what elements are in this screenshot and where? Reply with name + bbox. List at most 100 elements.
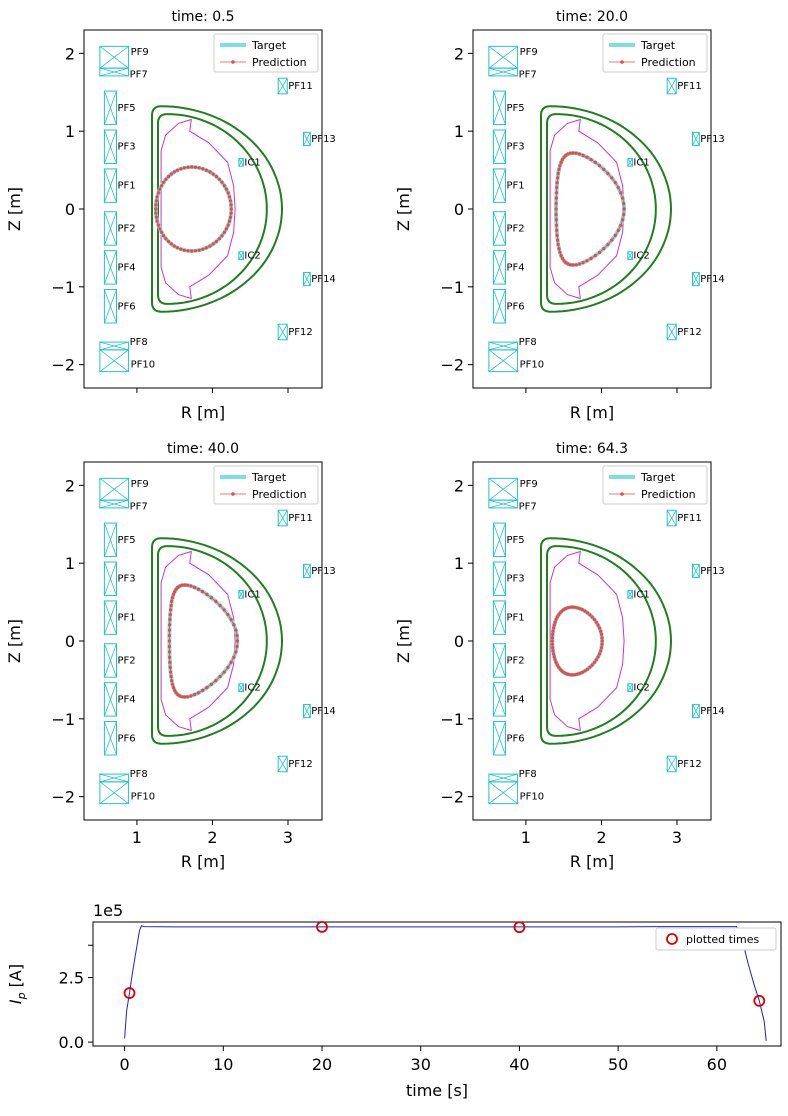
prediction-point: [585, 667, 590, 671]
coil-label: PF11: [677, 81, 702, 92]
prediction-point: [167, 639, 171, 643]
legend-label-prediction: Prediction: [252, 56, 307, 69]
prediction-point: [621, 218, 625, 222]
coil-label: PF1: [506, 613, 524, 624]
prediction-point: [580, 670, 585, 674]
prediction-point: [169, 674, 173, 679]
coil-box: [492, 721, 506, 756]
prediction-point: [166, 174, 171, 179]
coil-label: PF5: [117, 535, 135, 546]
coil-cross: [99, 46, 129, 69]
coil-label: PF12: [677, 327, 702, 338]
prediction-point: [594, 658, 598, 662]
coil-box: [627, 157, 633, 167]
prediction-point: [578, 671, 582, 676]
prediction-point: [555, 233, 559, 237]
coil-label: IC2: [633, 683, 649, 694]
coil-pf14: PF14: [302, 271, 336, 287]
coil-cross: [493, 600, 506, 635]
prediction-point: [154, 215, 158, 219]
coil-pf10: PF10: [488, 349, 544, 373]
prediction-point: [570, 673, 574, 677]
prediction-point: [554, 196, 558, 200]
coil-label: PF3: [117, 574, 135, 585]
coil-ic2: IC2: [238, 683, 261, 694]
prediction-point: [235, 639, 239, 643]
prediction-point: [599, 632, 604, 637]
coil-pf6: PF6: [103, 289, 136, 324]
prediction-point: [619, 191, 623, 195]
coil-box: [238, 683, 244, 693]
prediction-point: [214, 239, 218, 244]
coil-cross: [493, 289, 506, 324]
coil-pf8: PF8: [99, 769, 148, 783]
coil-box: [277, 77, 288, 95]
prediction-point: [222, 670, 226, 674]
y-axis-label: Z [m]: [394, 187, 413, 231]
prediction-point: [554, 218, 558, 222]
prediction-point: [226, 191, 230, 195]
prediction-point: [597, 652, 602, 656]
coil-box: [488, 477, 519, 501]
vessel-wall-outer: [151, 105, 284, 313]
prediction-point: [589, 158, 593, 162]
prediction-point: [590, 615, 594, 619]
coil-label: PF4: [117, 694, 135, 705]
coil-label: PF11: [677, 513, 702, 524]
coil-pf13: PF13: [302, 563, 336, 579]
coil-cross: [238, 590, 244, 599]
prediction-point: [222, 230, 226, 234]
prediction-point: [568, 673, 572, 677]
prediction-point: [172, 244, 176, 248]
coil-pf3: PF3: [492, 129, 525, 164]
coil-label: PF5: [506, 103, 524, 114]
prediction-point: [606, 171, 610, 176]
prediction-point: [211, 172, 215, 176]
prediction-point: [622, 207, 626, 211]
prediction-point: [168, 613, 172, 617]
coil-label: IC2: [633, 251, 649, 262]
coil-label: PF6: [506, 733, 524, 744]
prediction-point: [173, 688, 177, 693]
y-axis-label: Z [m]: [5, 187, 24, 231]
coil-pf10: PF10: [488, 781, 544, 805]
prediction-point: [596, 623, 600, 627]
y-tick-label: −2: [51, 788, 75, 807]
prediction-point: [575, 672, 579, 676]
y-axis-label: Z [m]: [394, 619, 413, 663]
vessel-wall-inner: [546, 113, 657, 305]
prediction-point: [583, 669, 587, 673]
prediction-point: [154, 199, 158, 203]
coil-label: PF10: [131, 792, 156, 803]
prediction-point: [554, 660, 558, 665]
x-tick-label: 10: [213, 1055, 233, 1074]
coil-pf5: PF5: [103, 90, 136, 126]
prediction-point: [167, 644, 171, 649]
y-tick-label: 2: [454, 44, 464, 63]
plotted-time-marker: [123, 987, 136, 999]
coil-pf12: PF12: [666, 323, 702, 341]
coil-label: PF11: [288, 513, 313, 524]
coil-box: [103, 643, 117, 678]
prediction-point: [186, 695, 190, 699]
coil-label: IC1: [633, 157, 649, 168]
prediction-point: [550, 642, 555, 646]
axes-frame: [472, 29, 712, 389]
coil-box: [238, 251, 244, 261]
coil-cross: [488, 67, 518, 77]
prediction-point: [226, 613, 230, 617]
prediction-point: [227, 195, 232, 199]
coil-cross: [104, 600, 117, 635]
coil-cross: [692, 132, 700, 146]
coil-pf2: PF2: [492, 211, 525, 246]
prediction-point: [196, 691, 201, 695]
coil-box: [277, 509, 288, 527]
prediction-point: [574, 263, 578, 267]
coil-box: [103, 721, 117, 756]
prediction-point: [201, 590, 205, 594]
equilibrium-panel-4: time: 64.3 PF1 PF2 PF3 PF4 PF5 PF6 PF7 PF8 PF9 PF1…: [394, 441, 725, 871]
prediction-point: [224, 187, 228, 191]
coil-pf5: PF5: [492, 90, 525, 126]
coil-label: PF10: [131, 360, 156, 371]
